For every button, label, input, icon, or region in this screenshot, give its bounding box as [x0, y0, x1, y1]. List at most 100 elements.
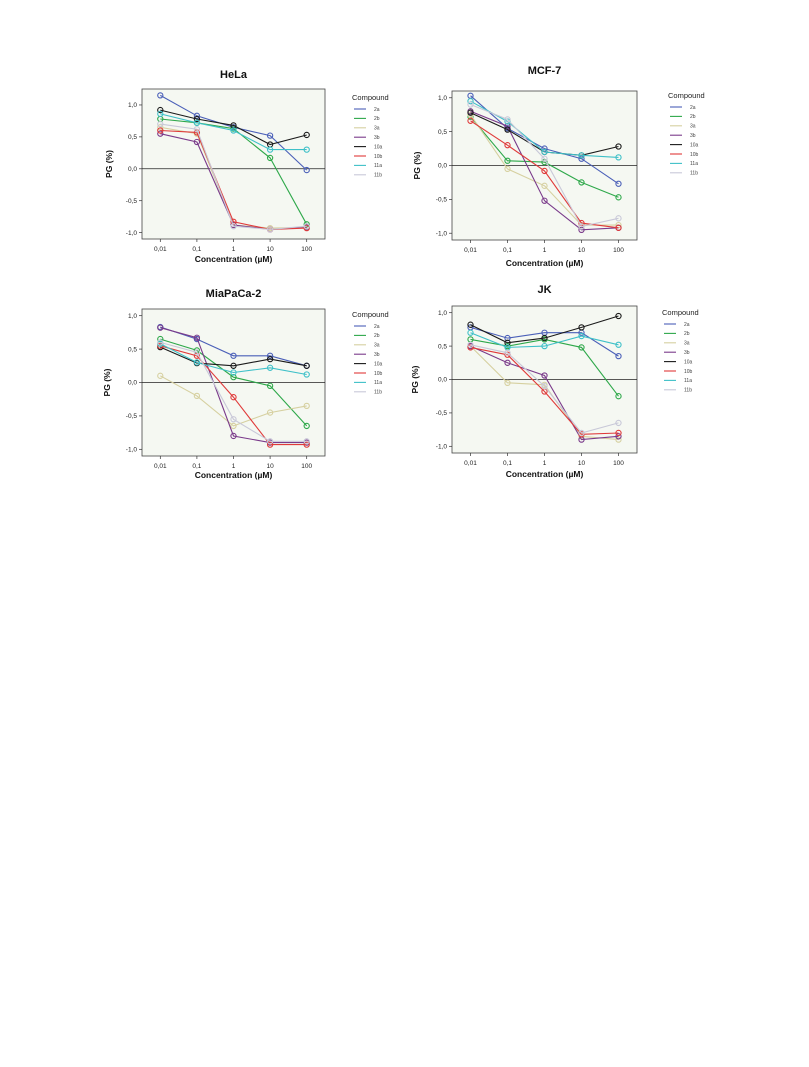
- data-point: [615, 433, 622, 440]
- x-tick-label: 1: [543, 460, 547, 467]
- data-point: [157, 342, 164, 349]
- legend-entry: 11a: [374, 380, 382, 386]
- data-point: [541, 155, 548, 162]
- series-line: [160, 327, 307, 444]
- legend: Compound 2a 2b 3a 3b 10a 10b 11a 11b: [352, 93, 389, 179]
- data-point: [230, 362, 237, 369]
- y-tick-label: 0,0: [438, 163, 447, 170]
- chart-title: MCF-7: [528, 65, 562, 77]
- legend-entry: 3b: [374, 352, 380, 358]
- data-point: [615, 154, 622, 161]
- data-point: [230, 218, 237, 225]
- x-tick-label: 1: [543, 247, 547, 254]
- data-point: [615, 341, 622, 348]
- data-point: [266, 382, 274, 389]
- series-line: [160, 109, 307, 146]
- x-axis-label: Concentration (µM): [195, 470, 273, 480]
- data-point: [230, 223, 237, 230]
- y-tick-label: 1,0: [438, 310, 447, 317]
- x-tick-label: 0,1: [192, 246, 201, 253]
- x-tick-label: 10: [578, 460, 586, 467]
- data-point: [303, 422, 310, 430]
- series-line: [470, 110, 619, 231]
- data-point: [157, 130, 164, 137]
- legend-entry: 11b: [374, 173, 382, 179]
- y-tick-label: 0,5: [128, 346, 137, 353]
- data-point: [615, 352, 622, 360]
- legend-entry: 11b: [690, 171, 698, 177]
- legend-entry: 2a: [374, 107, 380, 113]
- data-point: [193, 392, 201, 400]
- y-axis-label: PG (%): [410, 365, 420, 393]
- chart-title: HeLa: [220, 69, 248, 81]
- data-point: [467, 117, 474, 124]
- data-point: [230, 422, 237, 430]
- data-point: [303, 221, 310, 228]
- data-point: [157, 110, 164, 118]
- plot-area: [141, 88, 326, 240]
- data-point: [578, 226, 585, 233]
- chart-title: JK: [537, 284, 551, 296]
- data-point: [303, 402, 310, 410]
- legend-entry: 10a: [374, 361, 383, 367]
- series-line: [470, 326, 619, 357]
- data-point: [303, 362, 310, 369]
- series-line: [470, 95, 619, 185]
- series-line: [470, 344, 619, 434]
- data-point: [230, 394, 237, 401]
- data-point: [615, 419, 622, 427]
- y-tick-label: 1,0: [438, 95, 447, 102]
- series-11a: [157, 110, 310, 153]
- series-11b: [467, 101, 622, 230]
- data-point: [193, 349, 201, 356]
- data-point: [615, 429, 622, 437]
- x-tick-label: 10: [266, 246, 274, 253]
- data-point: [541, 197, 548, 204]
- series-10b: [467, 117, 622, 231]
- data-point: [303, 438, 310, 445]
- data-point: [193, 115, 201, 123]
- data-point: [303, 224, 310, 232]
- y-axis-label: PG (%): [412, 151, 422, 179]
- data-point: [230, 127, 237, 134]
- data-point: [541, 342, 548, 350]
- data-point: [578, 155, 585, 162]
- series-line: [470, 346, 619, 435]
- data-point: [615, 180, 622, 187]
- data-point: [157, 372, 164, 379]
- legend-entry: 11b: [374, 390, 382, 396]
- legend-title: Compound: [352, 93, 389, 102]
- legend-entry: 2b: [684, 331, 690, 337]
- data-point: [157, 106, 164, 114]
- data-point: [504, 142, 511, 149]
- y-tick-label: 0,0: [128, 166, 137, 173]
- legend-entry: 2b: [374, 333, 380, 339]
- data-point: [541, 182, 548, 189]
- data-point: [266, 409, 274, 416]
- data-point: [193, 119, 201, 126]
- series-line: [470, 315, 619, 344]
- series-line: [470, 345, 619, 441]
- data-point: [541, 148, 548, 156]
- data-point: [266, 132, 274, 139]
- x-tick-label: 100: [613, 460, 624, 467]
- legend-entry: 3b: [374, 135, 380, 141]
- y-tick-label: 0,5: [438, 129, 447, 136]
- series-line: [160, 123, 307, 230]
- x-tick-label: 1: [232, 463, 236, 470]
- legend-entry: 3a: [374, 343, 380, 349]
- data-point: [578, 152, 585, 159]
- series-10b: [157, 342, 310, 448]
- data-point: [303, 146, 310, 153]
- legend-entry: 2a: [374, 324, 380, 330]
- x-axis-label: Concentration (µM): [506, 258, 584, 268]
- y-tick-label: -0,5: [126, 198, 138, 205]
- chart-panel-4: JK 1,0 0,5 0,0 -0,5 -1,0 0,01 0,1 1 10 100 Concentr…: [410, 284, 699, 479]
- y-tick-label: -1,0: [436, 230, 448, 237]
- data-point: [266, 441, 274, 448]
- series-line: [160, 338, 308, 427]
- x-tick-label: 10: [578, 247, 586, 254]
- data-point: [615, 143, 622, 150]
- y-tick-label: 1,0: [128, 102, 137, 109]
- legend-entry: 3b: [690, 133, 696, 139]
